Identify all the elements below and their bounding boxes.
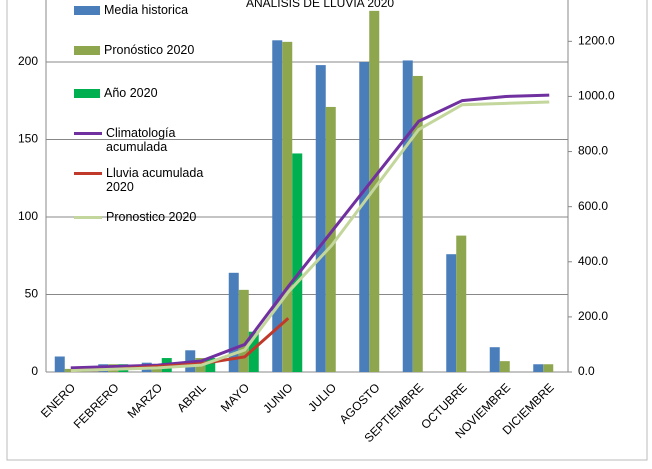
x-tick-label: JUNIO: [260, 380, 295, 415]
legend-swatch: [74, 46, 100, 55]
legend-swatch: [74, 172, 102, 175]
legend-entry: Año 2020: [74, 86, 224, 100]
bar: [64, 368, 75, 372]
legend-label: Año 2020: [104, 86, 158, 100]
bar: [359, 62, 370, 372]
bar: [315, 65, 326, 372]
x-tick-label: JULIO: [305, 380, 339, 414]
x-tick-label: ENERO: [38, 380, 78, 420]
bar: [543, 364, 554, 372]
bar: [282, 41, 293, 372]
bar: [489, 347, 500, 372]
legend-entry: Lluvia acumulada 2020: [74, 166, 224, 194]
y2-tick-label: 1200.0: [578, 34, 615, 48]
legend-entry: Pronóstico 2020: [74, 43, 224, 57]
legend-entry: Pronostico 2020: [74, 210, 224, 224]
line: [70, 93, 550, 370]
bar: [446, 254, 457, 372]
x-tick-label: ABRIL: [174, 380, 209, 415]
bar: [499, 361, 510, 372]
x-tick-label: MARZO: [125, 380, 166, 421]
y2-tick-label: 200.0: [578, 309, 608, 323]
y-tick-label: 100: [18, 209, 38, 223]
y2-tick-label: 800.0: [578, 144, 608, 158]
bar: [228, 272, 239, 372]
bar: [238, 289, 249, 372]
legend-label: Pronóstico 2020: [104, 43, 195, 57]
x-tick-label: MAYO: [218, 380, 252, 414]
legend-swatch: [74, 6, 100, 15]
bar: [325, 106, 336, 372]
bar: [54, 356, 65, 372]
y2-tick-label: 600.0: [578, 199, 608, 213]
legend-swatch: [74, 216, 102, 219]
legend-entry: Media historica: [74, 3, 224, 17]
bar: [402, 60, 413, 372]
bar: [248, 331, 259, 372]
bar: [205, 358, 216, 372]
legend-label: Climatología acumulada: [106, 126, 176, 154]
bar: [272, 40, 283, 373]
y-tick-label: 0: [31, 364, 38, 378]
bar: [369, 10, 380, 372]
y-tick-label: 50: [25, 287, 39, 301]
y-tick-label: 200: [18, 54, 38, 68]
legend-swatch: [74, 89, 100, 98]
chart-title: ANALISIS DE LLUVIA 2020: [246, 0, 394, 10]
bar: [292, 153, 303, 372]
legend-label: Pronostico 2020: [106, 210, 197, 224]
x-tick-label: FEBRERO: [71, 380, 122, 431]
bar: [412, 75, 423, 372]
legend-entry: Climatología acumulada: [74, 126, 224, 154]
legend-label: Lluvia acumulada 2020: [106, 166, 204, 194]
chart-border: [6, 0, 648, 461]
y2-tick-label: 400.0: [578, 254, 608, 268]
bar: [456, 235, 467, 372]
line: [70, 100, 550, 373]
y-tick-label: 150: [18, 132, 38, 146]
bar: [533, 364, 544, 372]
legend-label: Media historica: [104, 3, 189, 17]
y2-tick-label: 1000.0: [578, 89, 615, 103]
y2-tick-label: 0.0: [578, 364, 595, 378]
legend-swatch: [74, 132, 102, 135]
